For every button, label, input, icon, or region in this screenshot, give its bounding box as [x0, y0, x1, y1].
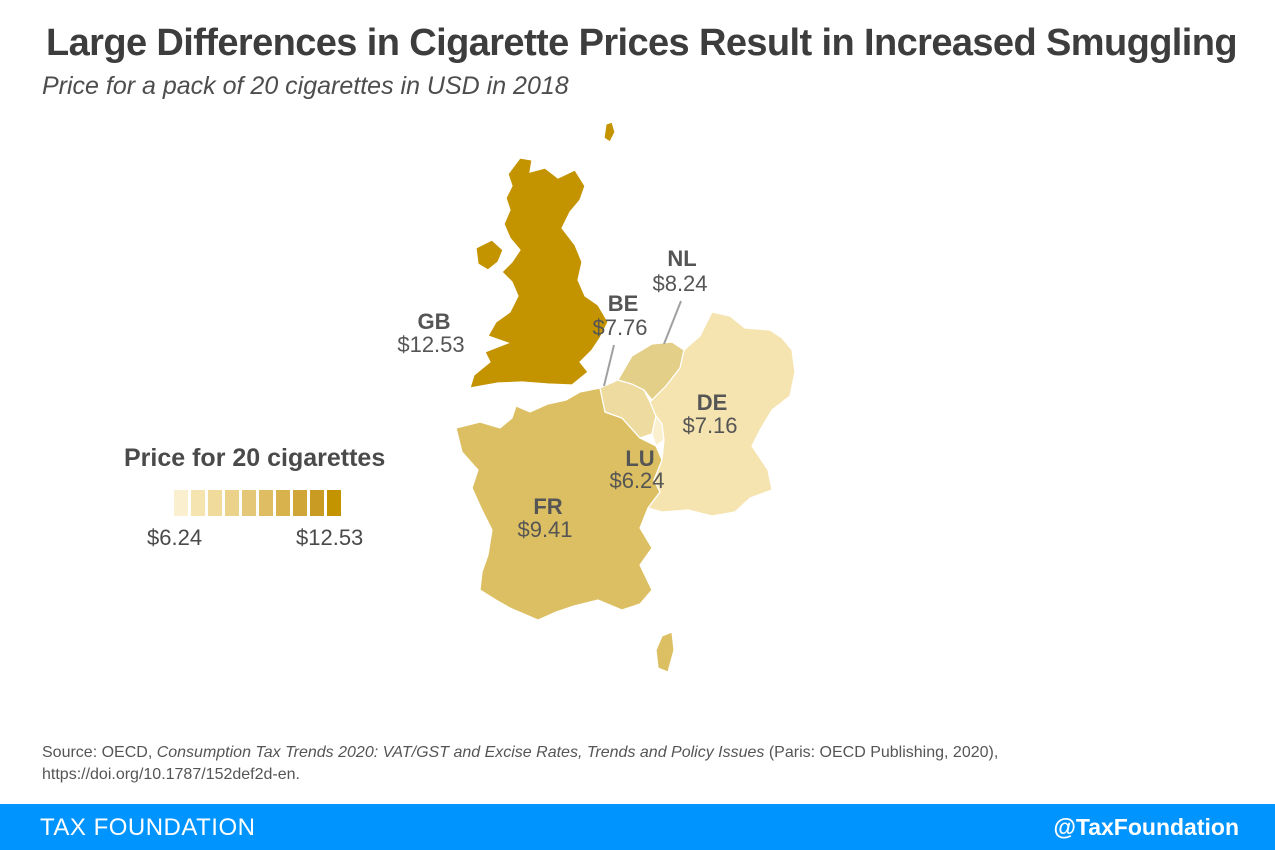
label-code-nl: NL: [667, 246, 696, 271]
country-de: [646, 311, 796, 517]
legend-swatch: [327, 490, 341, 516]
chart-title: Large Differences in Cigarette Prices Re…: [46, 22, 1238, 64]
country-gb-northern-ireland: [475, 239, 504, 271]
map: GB $12.53 NL $8.24 BE $7.76 DE $7.16 LU …: [397, 121, 796, 673]
legend-swatch: [174, 490, 188, 516]
legend-swatch: [191, 490, 205, 516]
label-code-de: DE: [697, 390, 728, 415]
legend-color-scale: [174, 490, 341, 516]
source-doi: https://doi.org/10.1787/152def2d-en.: [42, 766, 300, 783]
legend-min-label: $6.24: [147, 525, 203, 550]
label-price-de: $7.16: [682, 413, 737, 438]
label-code-gb: GB: [418, 309, 451, 334]
legend-swatch: [259, 490, 273, 516]
legend-swatch: [310, 490, 324, 516]
legend-swatch: [293, 490, 307, 516]
legend-swatch: [276, 490, 290, 516]
country-fr-corsica: [655, 631, 675, 673]
legend-title: Price for 20 cigarettes: [124, 444, 386, 472]
legend-swatch: [242, 490, 256, 516]
label-price-nl: $8.24: [652, 271, 707, 296]
source-suffix: (Paris: OECD Publishing, 2020),: [764, 744, 999, 761]
footer-brand: TAX FOUNDATION: [40, 814, 256, 841]
footer-bar: TAX FOUNDATION @TaxFoundation: [0, 804, 1275, 850]
label-code-lu: LU: [625, 446, 654, 471]
label-price-fr: $9.41: [517, 517, 572, 542]
label-price-be: $7.76: [592, 315, 647, 340]
label-price-gb: $12.53: [397, 332, 464, 357]
label-code-fr: FR: [533, 494, 562, 519]
source-publication: Consumption Tax Trends 2020: VAT/GST and…: [156, 744, 765, 761]
legend-swatch: [208, 490, 222, 516]
leader-line-nl: [663, 300, 682, 345]
chart-subtitle: Price for a pack of 20 cigarettes in USD…: [42, 72, 569, 100]
source-prefix: Source: OECD,: [42, 744, 157, 761]
country-gb: [469, 157, 609, 389]
footer-handle: @TaxFoundation: [1053, 814, 1239, 840]
source-note: Source: OECD, Consumption Tax Trends 202…: [42, 742, 1242, 786]
label-code-be: BE: [608, 291, 639, 316]
legend-max-label: $12.53: [296, 525, 364, 550]
leader-line-be: [603, 344, 615, 387]
label-price-lu: $6.24: [609, 468, 664, 493]
legend-swatch: [225, 490, 239, 516]
country-gb-islands: [603, 121, 616, 143]
